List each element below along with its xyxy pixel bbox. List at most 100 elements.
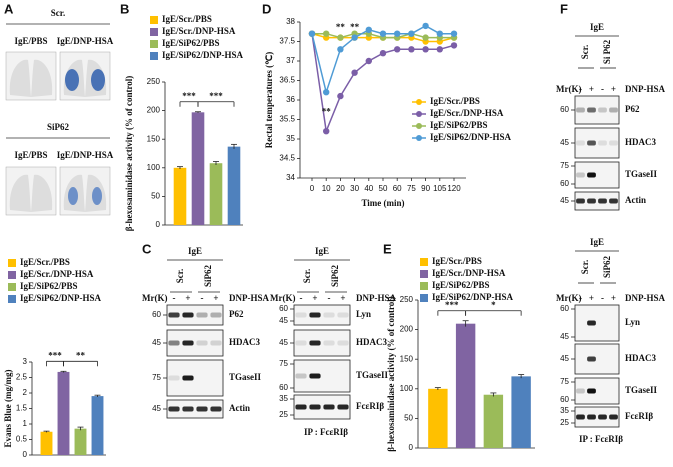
x-tick-label: 50 [379, 184, 388, 193]
band [576, 198, 585, 204]
bar [74, 428, 87, 455]
legend-marker [416, 99, 422, 105]
point [436, 46, 443, 53]
significance: * [491, 300, 496, 310]
y-tick-label: 34 [286, 173, 295, 182]
legend-label: IgE/SiP62/DNP-HSA [20, 293, 102, 303]
bar [428, 388, 448, 448]
band [295, 340, 307, 346]
blot-group: IgE [590, 22, 604, 32]
y-tick-label: 50 [404, 414, 413, 423]
band [210, 312, 222, 318]
legend-swatch [8, 271, 16, 279]
legend-swatch [420, 294, 428, 302]
treatment-sign: + [611, 293, 616, 303]
bar [209, 163, 223, 225]
x-tick-label: 10 [322, 184, 331, 193]
y-axis-label: β-hexosaminidase activity (% of control) [124, 76, 134, 232]
legend-marker [416, 135, 422, 141]
mr-label: Mr(K) [556, 293, 581, 303]
y-tick-label: 250 [147, 77, 161, 86]
protein-label: HDAC3 [625, 353, 656, 363]
marker-label: 45 [152, 404, 161, 413]
band [168, 406, 180, 412]
band [598, 107, 607, 113]
panel-letter: A [4, 1, 14, 16]
treatment-sign: + [589, 84, 594, 94]
bar [57, 371, 70, 455]
point [436, 30, 443, 37]
legend-swatch [8, 283, 16, 291]
ip-label: IP : FcεRIβ [304, 427, 348, 437]
point [365, 57, 372, 65]
band [609, 140, 618, 146]
band [609, 107, 618, 113]
y-axis-label: Evans Blue (mg/mg) [3, 369, 13, 447]
protein-label: FcεRIβ [625, 411, 653, 421]
point [351, 34, 358, 41]
treatment-sign: - [300, 293, 303, 303]
significance: ** [76, 350, 86, 360]
marker-label: 45 [279, 338, 288, 347]
marker-label: 45 [279, 316, 288, 325]
point [337, 46, 344, 53]
marker-label: 60 [560, 304, 569, 313]
blot-membrane [574, 161, 620, 189]
x-tick-label: 30 [350, 184, 359, 193]
point [337, 92, 344, 100]
y-tick-label: 1 [23, 419, 28, 428]
mr-label: Mr(K) [142, 293, 167, 303]
band [587, 388, 596, 394]
band [609, 414, 618, 420]
y-tick-label: 200 [400, 325, 414, 334]
bar [191, 112, 205, 225]
bar [227, 146, 241, 225]
y-axis-label: Rectal temperatures (℃) [264, 52, 274, 148]
legend-label: IgE/Scr./DNP-HSA [430, 108, 504, 118]
y-tick-label: 37.5 [279, 37, 295, 46]
band [196, 340, 208, 346]
legend-label: IgE/Scr./DNP-HSA [432, 268, 506, 278]
y-tick-label: 50 [151, 192, 160, 201]
band [609, 198, 618, 204]
legend-label: IgE/SiP62/DNP-HSA [432, 292, 514, 302]
band [309, 340, 321, 346]
treatment-sign: - [601, 84, 604, 94]
bar [511, 376, 531, 448]
y-tick-label: 0 [409, 443, 414, 452]
lane-label: Scr. [580, 260, 590, 274]
point [323, 128, 330, 135]
band [168, 375, 180, 381]
band [182, 340, 194, 346]
y-tick-label: 0 [156, 220, 161, 229]
legend-marker [416, 123, 422, 129]
lane-label: Scr. [580, 45, 590, 59]
blot-membrane [574, 406, 620, 428]
y-tick-label: 0 [23, 450, 28, 459]
x-tick-label: 60 [393, 184, 402, 193]
blot-membrane [574, 343, 620, 375]
point [365, 26, 372, 33]
legend-label: IgE/SiP62/PBS [432, 280, 490, 290]
legend-swatch [420, 258, 428, 266]
treatment-sign: - [601, 293, 604, 303]
y-tick-label: 100 [147, 163, 161, 172]
blot-group: IgE [188, 246, 202, 256]
band [587, 107, 596, 113]
y-tick-label: 150 [400, 354, 414, 363]
band [182, 375, 194, 381]
legend-label: IgE/Scr./PBS [162, 14, 212, 24]
legend-label: IgE/SiP62/PBS [162, 38, 220, 48]
legend-label: IgE/SiP62/DNP-HSA [430, 132, 512, 142]
band [587, 198, 596, 204]
y-tick-label: 37 [286, 56, 295, 65]
protein-label: HDAC3 [356, 337, 387, 347]
y-tick-label: 38 [286, 17, 295, 26]
marker-label: 60 [560, 105, 569, 114]
legend-label: IgE/Scr./DNP-HSA [20, 269, 94, 279]
significance: *** [445, 300, 459, 310]
band [587, 140, 596, 146]
band [587, 414, 596, 420]
band [587, 320, 596, 326]
